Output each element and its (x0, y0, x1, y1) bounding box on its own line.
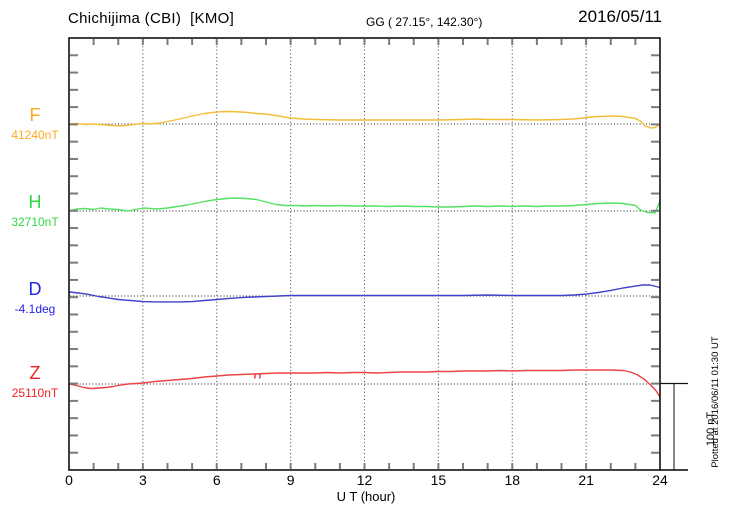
plotted-at-note: Plotted at 2016/06/11 01:30 UT (710, 336, 721, 468)
x-tick-label: 6 (212, 472, 221, 488)
x-axis-tick-labels: 0 3 6 9 12 15 18 21 24 (0, 472, 730, 490)
x-tick-label: 3 (138, 472, 147, 488)
channel-label-f: F 41240nT (4, 106, 66, 141)
geographic-coordinates: GG ( 27.15°, 142.30°) (366, 15, 483, 29)
x-tick-label: 15 (430, 472, 447, 488)
scale-bar-label: 100 nT 0.5 deg (679, 397, 717, 461)
channel-letter-d: D (28, 279, 42, 299)
x-tick-label: 0 (65, 472, 73, 488)
channel-label-z: Z 25110nT (4, 364, 66, 399)
channel-label-d: D -4.1deg (4, 280, 66, 315)
channel-base-z: 25110nT (11, 386, 59, 400)
x-tick-label: 24 (652, 472, 668, 488)
x-tick-label: 12 (356, 472, 373, 488)
channel-letter-h: H (28, 192, 42, 212)
channel-label-h: H 32710nT (4, 193, 66, 228)
x-tick-label: 9 (286, 472, 295, 488)
station-title: Chichijima (CBI) [KMO] (68, 10, 235, 27)
channel-letter-z: Z (29, 363, 41, 383)
x-axis-title: U T (hour) (336, 489, 396, 504)
channel-letter-f: F (29, 105, 41, 125)
x-tick-label: 21 (578, 472, 594, 488)
channel-base-h: 32710nT (11, 215, 59, 229)
plot-date: 2016/05/11 (578, 7, 662, 26)
x-tick-label: 18 (504, 472, 521, 488)
channel-base-d: -4.1deg (14, 302, 56, 316)
channel-base-f: 41240nT (11, 128, 59, 142)
